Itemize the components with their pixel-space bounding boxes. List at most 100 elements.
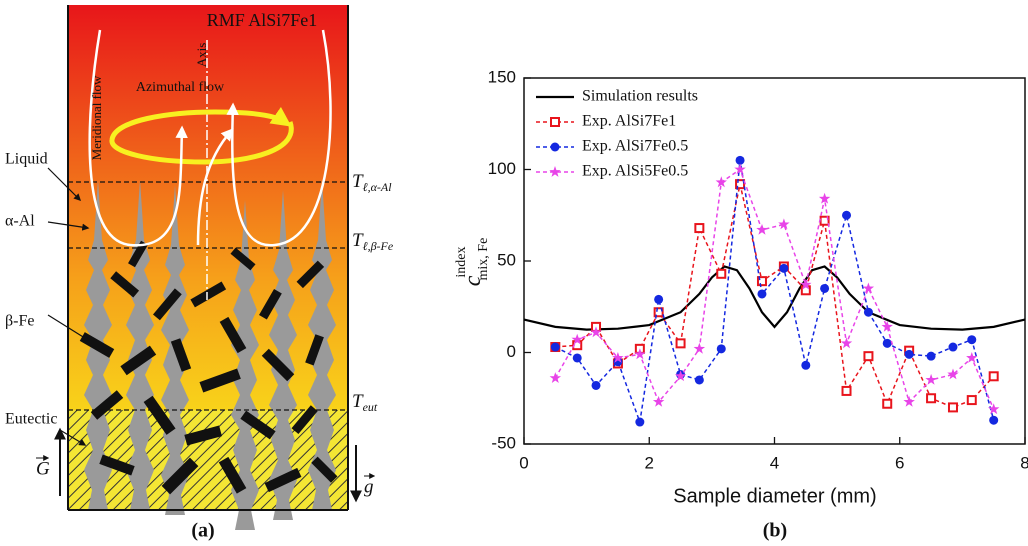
schematic-title: RMF AlSi7Fe1 [207, 10, 318, 30]
marker [571, 333, 583, 345]
marker [572, 353, 582, 363]
azimuthal-label: Azimuthal flow [136, 80, 225, 95]
marker [549, 372, 561, 383]
isotherm-label: Teut [352, 391, 378, 413]
marker [550, 342, 560, 352]
marker [989, 415, 999, 425]
axis-label: Axis [194, 43, 209, 68]
y-label-superscript: index [454, 247, 469, 278]
marker [926, 393, 937, 404]
marker [926, 351, 936, 361]
marker [591, 380, 601, 390]
isotherm-subscript: eut [363, 400, 378, 414]
isotherm-label: Tℓ,α-Al [352, 171, 392, 193]
legend-label: Simulation results [582, 88, 698, 105]
marker [756, 276, 767, 287]
phase-label: β-Fe [5, 313, 34, 330]
x-axis-label: Sample diameter (mm) [673, 485, 876, 507]
series-line [554, 168, 995, 410]
phase-label: α-Al [5, 213, 35, 230]
marker [590, 326, 602, 338]
marker [947, 402, 958, 413]
marker [863, 351, 874, 362]
x-tick-label: 2 [645, 453, 654, 472]
marker [693, 342, 706, 354]
legend-label: Exp. AlSi7Fe0.5 [582, 138, 688, 155]
gradient-label: G [36, 458, 50, 479]
marker [654, 294, 664, 304]
marker [778, 218, 790, 230]
schematic: RMF AlSi7Fe1 Axis Azimuthal flow Meridio… [5, 5, 394, 542]
marker [653, 307, 664, 318]
marker [716, 344, 726, 354]
y-tick-label: 0 [507, 342, 516, 361]
phase-label: Eutectic [5, 411, 57, 428]
isotherm-symbol: T [352, 391, 364, 412]
marker [820, 283, 830, 293]
marker [734, 163, 746, 175]
x-tick-label: 0 [519, 453, 528, 472]
marker [801, 360, 811, 370]
marker [735, 179, 746, 190]
chart: Sample diameter (mm) cindex mix, Fe (b) 0… [454, 67, 1028, 541]
phase-label: Liquid [5, 151, 48, 168]
marker [988, 371, 999, 382]
marker [925, 373, 937, 385]
legend-label: Exp. AlSi7Fe1 [582, 113, 676, 130]
y-tick-label: 150 [488, 67, 516, 86]
marker [967, 335, 977, 345]
marker [948, 342, 958, 352]
marker [819, 215, 830, 226]
legend-marker [550, 142, 560, 152]
series-line [523, 265, 1026, 331]
legend-marker [549, 166, 561, 177]
y-label-subscript: mix, Fe [476, 238, 491, 281]
marker [756, 223, 768, 235]
x-tick-label: 4 [770, 453, 779, 472]
marker [881, 320, 893, 332]
panel-label: (a) [191, 520, 214, 542]
marker [675, 338, 686, 349]
isotherm-lines [68, 181, 348, 411]
marker [694, 375, 704, 385]
x-tick-label: 8 [1020, 453, 1028, 472]
isotherm-symbol: T [352, 171, 364, 192]
isotherm-subscript: ℓ,β-Fe [363, 239, 394, 253]
marker [882, 398, 893, 409]
marker [947, 368, 959, 380]
marker [800, 278, 812, 290]
x-tick-label: 6 [895, 453, 904, 472]
marker [715, 176, 727, 188]
marker [882, 338, 892, 348]
isotherm-label: Tℓ,β-Fe [352, 230, 394, 252]
marker [966, 395, 977, 406]
marker [818, 192, 831, 204]
legend-label: Exp. AlSi5Fe0.5 [582, 163, 688, 180]
panel-label: (b) [763, 520, 787, 542]
marker [694, 223, 705, 234]
marker [903, 395, 915, 407]
series-line [554, 160, 995, 423]
marker [862, 282, 875, 294]
y-tick-label: -50 [491, 433, 516, 452]
marker [735, 155, 745, 165]
y-label-symbol: c [460, 275, 486, 286]
marker [904, 349, 914, 359]
meridional-label: Meridional flow [89, 75, 104, 160]
marker [612, 352, 624, 363]
plot-frame [523, 77, 1026, 445]
marker [634, 348, 646, 360]
marker [841, 385, 852, 396]
marker [842, 210, 852, 220]
gravity-label: g [364, 476, 374, 497]
marker [863, 307, 873, 317]
marker [988, 403, 1000, 415]
marker [716, 268, 727, 279]
marker [966, 352, 978, 363]
y-tick-label: 100 [488, 159, 516, 178]
meridional-flow [88, 29, 332, 247]
isotherm-subscript: ℓ,α-Al [363, 180, 393, 194]
marker [635, 417, 645, 427]
marker [840, 337, 853, 349]
